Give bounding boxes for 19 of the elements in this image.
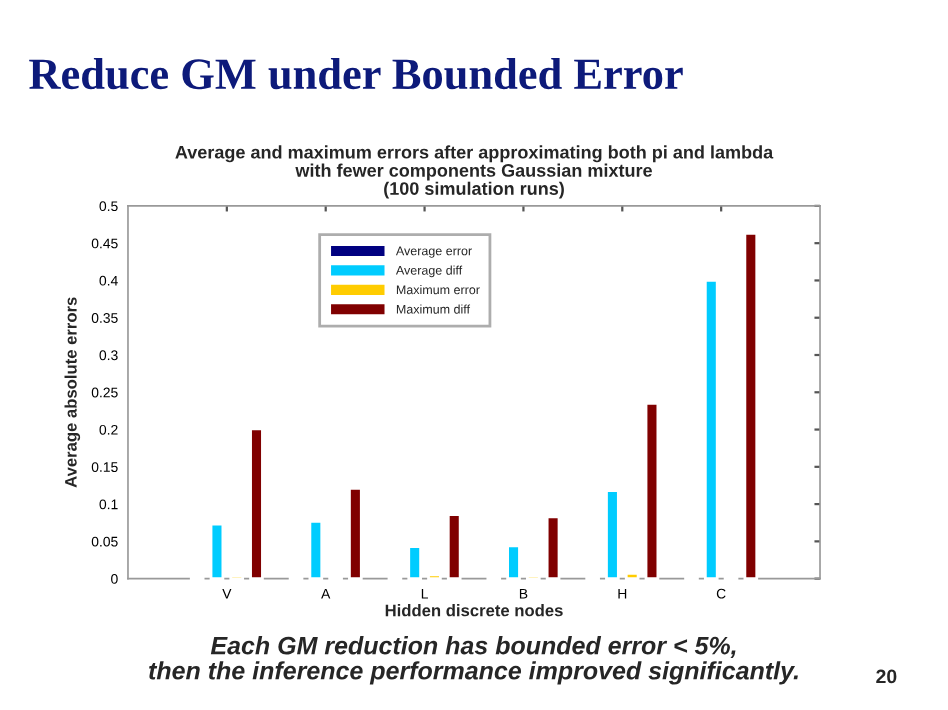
- bar: [348, 487, 363, 581]
- bar: [446, 513, 462, 581]
- x-axis-title: Hidden discrete nodes: [385, 604, 563, 617]
- text: 20: [876, 669, 897, 684]
- text: Each GM reduction has bounded error < 5%, then the inference performance improved significantly.: [149, 636, 798, 685]
- y-axis-title: Average absolute errors: [64, 297, 81, 488]
- bar: [308, 519, 324, 581]
- bar: [743, 232, 759, 581]
- bar: [644, 402, 660, 581]
- chart-title: Reduce GM under Bounded Error: [29, 57, 683, 90]
- chart-subtitle: Average and maximum errors after approximating both pi and lambda with fewer components Gaussian mixture (100 simulation runs): [175, 145, 774, 199]
- bar: [605, 489, 620, 581]
- bar: [209, 522, 225, 581]
- bar: [545, 515, 561, 581]
- bar: [506, 544, 521, 581]
- bar: [407, 545, 422, 581]
- bar: [703, 279, 719, 581]
- bar: [624, 572, 640, 581]
- bar: [249, 427, 264, 581]
